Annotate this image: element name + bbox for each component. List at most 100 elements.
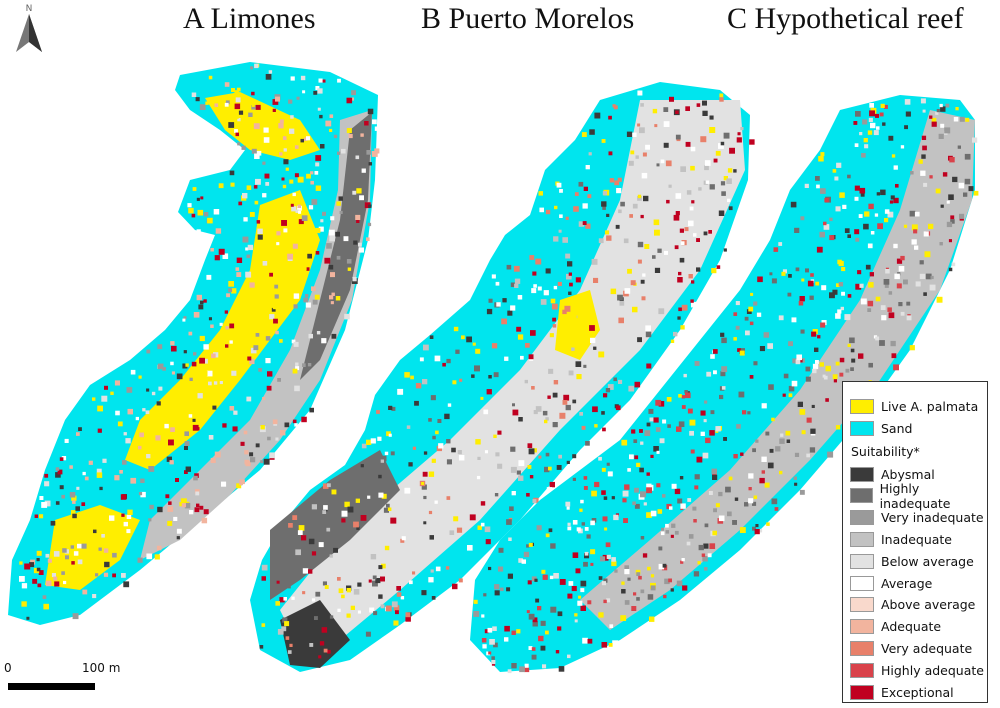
reef-cell [864,144,869,149]
reef-cell [931,121,937,127]
reef-cell [244,450,249,455]
reef-cell [787,292,792,297]
reef-cell [656,163,660,167]
reef-cell [381,563,386,569]
reef-cell [723,132,730,139]
reef-cell [257,234,263,240]
reef-cell [793,476,797,480]
reef-cell [640,441,644,445]
reef-cell [63,580,67,585]
reef-cell [511,630,516,635]
reef-cell [329,295,334,300]
reef-cell [745,330,750,336]
reef-cell [744,502,749,507]
reef-cell [203,212,209,217]
reef-cell [558,666,565,672]
reef-cell [656,483,661,488]
reef-cell [275,437,279,441]
reef-cell [287,650,292,654]
legend-item-sand: Sand [850,420,912,436]
reef-cell [689,206,694,211]
reef-cell [652,255,656,259]
reef-cell [863,223,869,230]
reef-cell [435,566,441,572]
reef-cell [747,411,751,415]
reef-cell [865,264,871,270]
reef-cell [317,107,321,111]
reef-cell [771,417,775,422]
reef-cell [167,520,173,526]
reef-cell [278,123,284,129]
reef-cell [380,576,385,582]
reef-cell [275,96,280,102]
reef-cell [126,514,132,519]
reef-cell [919,260,924,265]
reef-cell [364,121,369,126]
reef-cell [318,226,324,232]
reef-cell [671,523,676,528]
reef-cell [646,487,652,494]
reef-cell [630,150,635,155]
reef-cell [283,148,287,152]
reef-cell [691,301,697,308]
reef-cell [720,332,725,337]
reef-cell [344,501,350,508]
reef-cell [949,157,955,163]
reef-cell [314,294,320,300]
reef-cell [184,446,188,450]
reef-cell [820,152,825,157]
reef-cell [867,243,873,249]
reef-cell [62,548,67,553]
reef-cell [641,296,646,301]
reef-cell [336,201,341,206]
reef-cell [356,526,360,530]
reef-cell [254,153,260,159]
reef-cell [38,570,44,575]
reef-cell [324,257,331,264]
reef-cell [138,492,143,496]
reef-cell [583,486,588,490]
reef-cell [142,408,146,412]
reef-cell [559,189,563,193]
reef-cell [434,355,441,362]
reef-cell [944,127,951,134]
reef-cell [709,543,716,549]
reef-cell [255,178,261,185]
reef-cell [742,410,747,415]
reef-cell [876,126,880,130]
reef-cell [44,473,49,478]
reef-cell [434,500,438,504]
reef-cell [683,373,687,378]
reef-cell [654,267,661,273]
reef-cell [691,280,695,284]
reef-cell [234,103,241,110]
reef-cell [71,561,75,565]
reef-cell [502,298,507,303]
reef-cell [582,221,587,225]
reef-cell [292,515,298,520]
reef-cell [293,293,300,299]
reef-cell [734,497,739,501]
reef-cell [188,207,194,214]
reef-cell [847,294,852,298]
reef-cell [555,650,560,654]
reef-cell [249,358,255,365]
reef-cell [811,331,817,337]
reef-cell [806,417,812,423]
reef-cell [45,553,50,558]
reef-cell [531,654,537,660]
reef-cell [336,255,341,260]
reef-cell [643,502,647,506]
reef-cell [428,577,434,583]
reef-cell [859,283,864,288]
reef-cell [659,438,665,444]
reef-cell [819,362,824,367]
reef-cell [704,160,711,166]
reef-cell [109,515,115,521]
reef-cell [234,90,239,95]
reef-cell [506,519,512,525]
reef-cell [588,152,592,156]
reef-cell [154,554,160,560]
reef-cell [693,519,697,523]
legend-label: Abysmal [881,466,935,482]
